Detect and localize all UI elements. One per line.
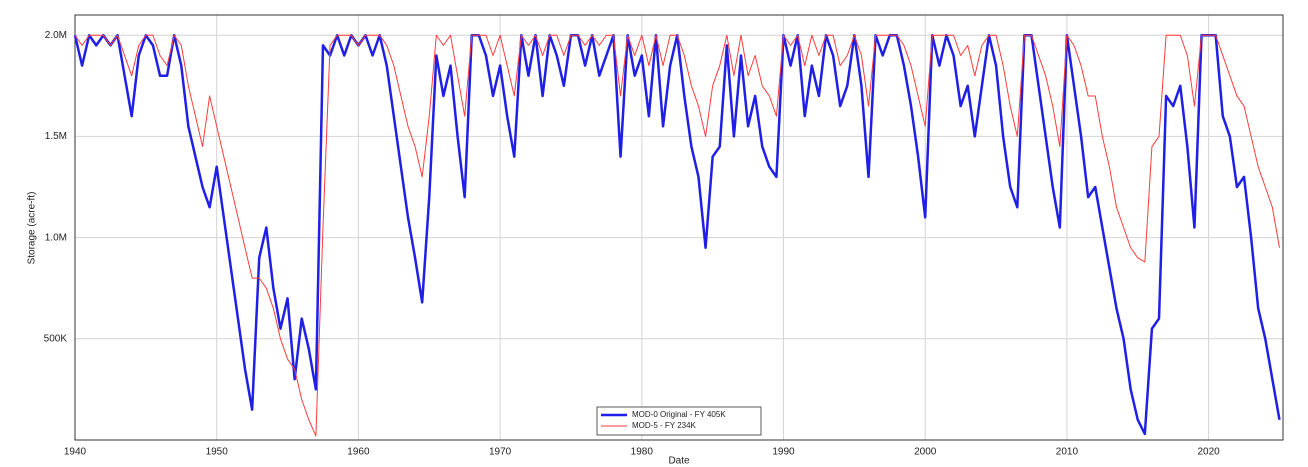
x-tick-label: 1960 [347,447,370,458]
series-line [74,34,1280,437]
y-tick-label: 1.5M [45,131,67,142]
x-tick-label: 1980 [631,447,654,458]
x-tick-label: 2020 [1197,447,1220,458]
x-tick-label: 1940 [64,447,87,458]
x-tick-label: 2000 [914,447,937,458]
x-tick-label: 1990 [772,447,795,458]
x-tick-label: 2010 [1056,447,1079,458]
x-tick-label: 1970 [489,447,512,458]
legend-label: MOD-5 - FY 234K [632,421,697,430]
legend: MOD-0 Original - FY 405K MOD-5 - FY 234K [596,406,762,436]
plot-frame [74,14,1284,441]
series-line [73,33,1281,436]
x-axis-label: Date [668,456,690,467]
y-tick-label: 2.0M [45,30,67,41]
legend-label: MOD-0 Original - FY 405K [632,410,726,419]
x-tick-label: 1950 [206,447,229,458]
legend-box [596,406,762,436]
y-tick-label: 500K [44,333,68,344]
y-axis-label: Storage (acre-ft) [27,192,38,265]
y-tick-label: 1.0M [45,232,67,243]
